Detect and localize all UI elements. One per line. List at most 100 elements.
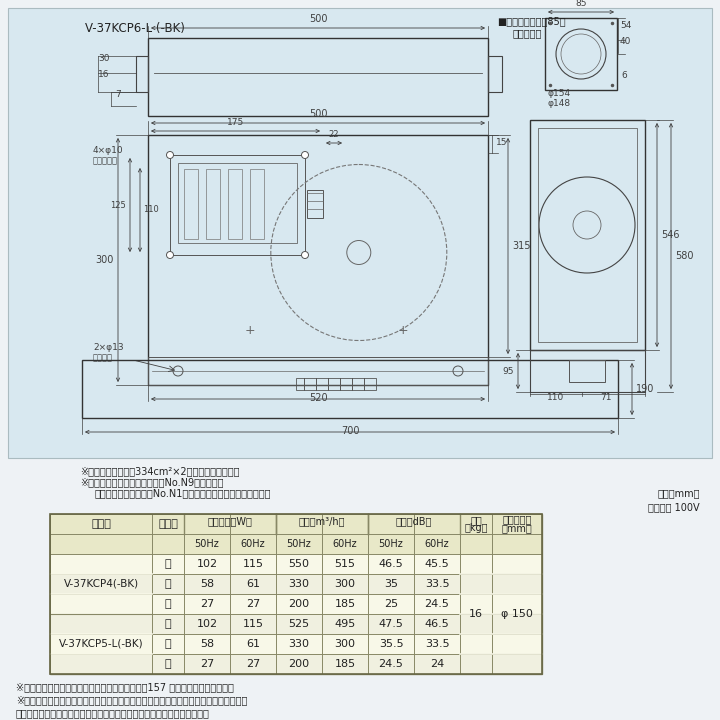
Bar: [228, 169, 242, 239]
Text: 横直付用穴: 横直付用穴: [93, 156, 118, 165]
Bar: [50, 514, 542, 674]
Text: 300: 300: [335, 579, 356, 589]
Bar: [148, 38, 488, 116]
Bar: [136, 56, 148, 92]
Text: （単位mm）: （単位mm）: [657, 488, 700, 498]
Text: 185: 185: [334, 659, 356, 669]
Text: 30: 30: [98, 54, 109, 63]
Text: φ154: φ154: [547, 89, 570, 98]
Text: ※グリル開口面積は334cm²×2枚（フィルター部）: ※グリル開口面積は334cm²×2枚（フィルター部）: [80, 466, 240, 476]
Text: 47.5: 47.5: [379, 619, 403, 629]
Text: 16: 16: [98, 70, 109, 79]
Bar: [178, 163, 297, 243]
Text: 25: 25: [384, 599, 398, 609]
Text: 40: 40: [620, 37, 631, 46]
Text: 27: 27: [246, 599, 260, 609]
Text: 接続パイプ: 接続パイプ: [503, 515, 531, 525]
Text: 300: 300: [96, 255, 114, 265]
Text: 27: 27: [200, 599, 214, 609]
Bar: [297, 378, 377, 390]
Text: 315: 315: [512, 241, 531, 251]
Text: 33.5: 33.5: [425, 579, 449, 589]
Text: 46.5: 46.5: [379, 559, 403, 569]
Bar: [250, 169, 264, 239]
Text: 525: 525: [289, 619, 310, 629]
Text: 500: 500: [309, 14, 328, 24]
Bar: [50, 574, 542, 594]
Text: 35.5: 35.5: [379, 639, 403, 649]
Text: 520: 520: [309, 393, 328, 403]
Text: 強: 強: [165, 559, 171, 569]
Text: 2×φ13: 2×φ13: [93, 343, 124, 352]
Text: 15: 15: [496, 138, 508, 147]
Text: 4×φ10: 4×φ10: [93, 146, 124, 155]
Text: 中: 中: [165, 639, 171, 649]
Bar: [530, 350, 645, 392]
Text: 200: 200: [289, 659, 310, 669]
Text: （付属品）: （付属品）: [513, 28, 542, 38]
Text: V-37KCP6-L (-BK): V-37KCP6-L (-BK): [85, 22, 185, 35]
Bar: [206, 169, 220, 239]
Text: ※電動給気シャッターとの結線方法については、157 ページをご覧ください。: ※電動給気シャッターとの結線方法については、157 ページをご覧ください。: [16, 682, 234, 692]
Text: 天吹用穴: 天吹用穴: [93, 353, 113, 362]
Text: 175: 175: [227, 118, 244, 127]
Text: ■ダクト接続口（85）: ■ダクト接続口（85）: [497, 16, 566, 26]
Circle shape: [302, 251, 308, 258]
Text: 50Hz: 50Hz: [194, 539, 220, 549]
Text: 24.5: 24.5: [379, 659, 403, 669]
Text: 330: 330: [289, 639, 310, 649]
Text: 60Hz: 60Hz: [240, 539, 265, 549]
Text: 33.5: 33.5: [425, 639, 449, 649]
Text: 85: 85: [575, 0, 587, 8]
Text: （kg）: （kg）: [464, 523, 487, 534]
Bar: [148, 135, 488, 385]
Text: 61: 61: [246, 579, 260, 589]
Circle shape: [166, 151, 174, 158]
Text: 60Hz: 60Hz: [425, 539, 449, 549]
Text: φ 150: φ 150: [501, 609, 533, 619]
Text: 190: 190: [636, 384, 654, 394]
Text: 22: 22: [329, 130, 339, 139]
Text: 300: 300: [335, 639, 356, 649]
Text: 弱: 弱: [165, 599, 171, 609]
Text: 200: 200: [289, 599, 310, 609]
Text: 110: 110: [143, 205, 158, 215]
Text: +: +: [245, 323, 256, 336]
Bar: [184, 169, 198, 239]
Text: 54: 54: [620, 21, 631, 30]
Text: 546: 546: [661, 230, 680, 240]
Text: 弱: 弱: [165, 659, 171, 669]
Text: 6: 6: [621, 71, 626, 80]
Bar: [50, 634, 542, 654]
Text: 強: 強: [165, 619, 171, 629]
Text: ※電動給気シャッター連動出力コードの先端には絶縁用端子が付いています。使用の際: ※電動給気シャッター連動出力コードの先端には絶縁用端子が付いています。使用の際: [16, 695, 248, 705]
Circle shape: [302, 151, 308, 158]
Text: （ブラック）マンセルNo.N1（近似色）（但し半ツヤ相当品）: （ブラック）マンセルNo.N1（近似色）（但し半ツヤ相当品）: [95, 488, 271, 498]
Text: 102: 102: [197, 619, 217, 629]
Text: 35: 35: [384, 579, 398, 589]
Circle shape: [166, 251, 174, 258]
Bar: [50, 654, 542, 674]
Text: はコードを途中から切断して電動給気シャッターに接続してください。: はコードを途中から切断して電動給気シャッターに接続してください。: [16, 708, 210, 718]
Text: 24: 24: [430, 659, 444, 669]
Text: 550: 550: [289, 559, 310, 569]
Bar: [50, 514, 542, 554]
Text: 60Hz: 60Hz: [333, 539, 357, 549]
Bar: [530, 120, 645, 350]
Text: 50Hz: 50Hz: [287, 539, 311, 549]
Text: 330: 330: [289, 579, 310, 589]
Text: 中: 中: [165, 579, 171, 589]
Bar: [545, 18, 617, 90]
Text: 515: 515: [335, 559, 356, 569]
Text: 110: 110: [547, 393, 564, 402]
Text: 61: 61: [246, 639, 260, 649]
Text: 電源電圧 100V: 電源電圧 100V: [649, 502, 700, 512]
Text: 騒音（dB）: 騒音（dB）: [396, 517, 432, 526]
Text: 形　名: 形 名: [91, 519, 111, 529]
Text: +: +: [397, 323, 408, 336]
Text: V-37KCP4(-BK): V-37KCP4(-BK): [63, 579, 138, 589]
Bar: [50, 594, 542, 614]
Text: 185: 185: [334, 599, 356, 609]
Text: 27: 27: [246, 659, 260, 669]
Text: 102: 102: [197, 559, 217, 569]
